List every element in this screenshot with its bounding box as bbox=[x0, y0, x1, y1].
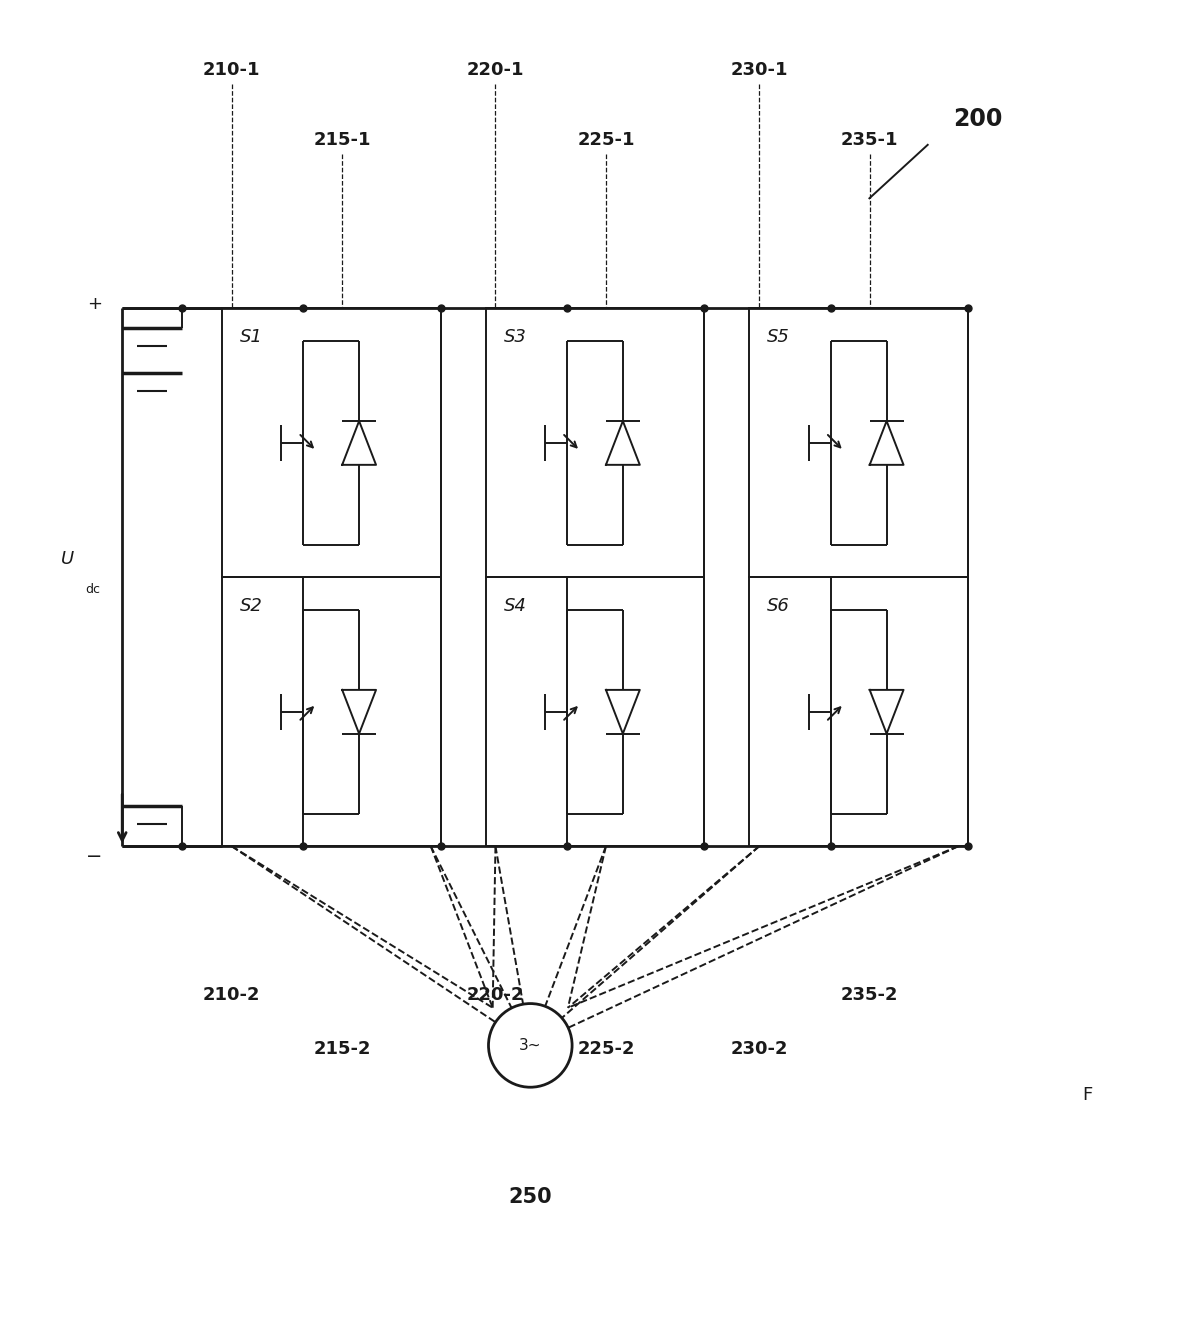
Text: 200: 200 bbox=[954, 107, 1003, 131]
Text: S1: S1 bbox=[240, 328, 262, 346]
Text: 220-2: 220-2 bbox=[467, 986, 524, 1003]
Text: 235-2: 235-2 bbox=[841, 986, 899, 1003]
Text: −: − bbox=[87, 847, 102, 865]
Text: 235-1: 235-1 bbox=[841, 131, 899, 149]
Text: 215-1: 215-1 bbox=[313, 131, 371, 149]
Text: dc: dc bbox=[85, 583, 100, 596]
Text: 215-2: 215-2 bbox=[313, 1040, 371, 1059]
Bar bbox=[750, 577, 968, 847]
Text: 210-2: 210-2 bbox=[203, 986, 261, 1003]
Text: 250: 250 bbox=[509, 1186, 553, 1206]
Bar bbox=[222, 308, 441, 577]
Text: +: + bbox=[87, 295, 102, 313]
Text: 230-2: 230-2 bbox=[731, 1040, 788, 1059]
Bar bbox=[750, 308, 968, 577]
Text: S6: S6 bbox=[767, 597, 790, 616]
Text: 225-1: 225-1 bbox=[578, 131, 635, 149]
Text: S2: S2 bbox=[240, 597, 262, 616]
Text: S3: S3 bbox=[503, 328, 527, 346]
Text: F: F bbox=[1083, 1087, 1092, 1104]
Text: U: U bbox=[60, 551, 74, 568]
Text: S5: S5 bbox=[767, 328, 790, 346]
Bar bbox=[222, 577, 441, 847]
Bar bbox=[485, 308, 704, 577]
Text: 220-1: 220-1 bbox=[467, 61, 524, 80]
Text: S4: S4 bbox=[503, 597, 527, 616]
Text: 3~: 3~ bbox=[519, 1038, 542, 1052]
Text: 210-1: 210-1 bbox=[203, 61, 261, 80]
Text: 230-1: 230-1 bbox=[731, 61, 788, 80]
Bar bbox=[485, 577, 704, 847]
Text: 225-2: 225-2 bbox=[578, 1040, 635, 1059]
